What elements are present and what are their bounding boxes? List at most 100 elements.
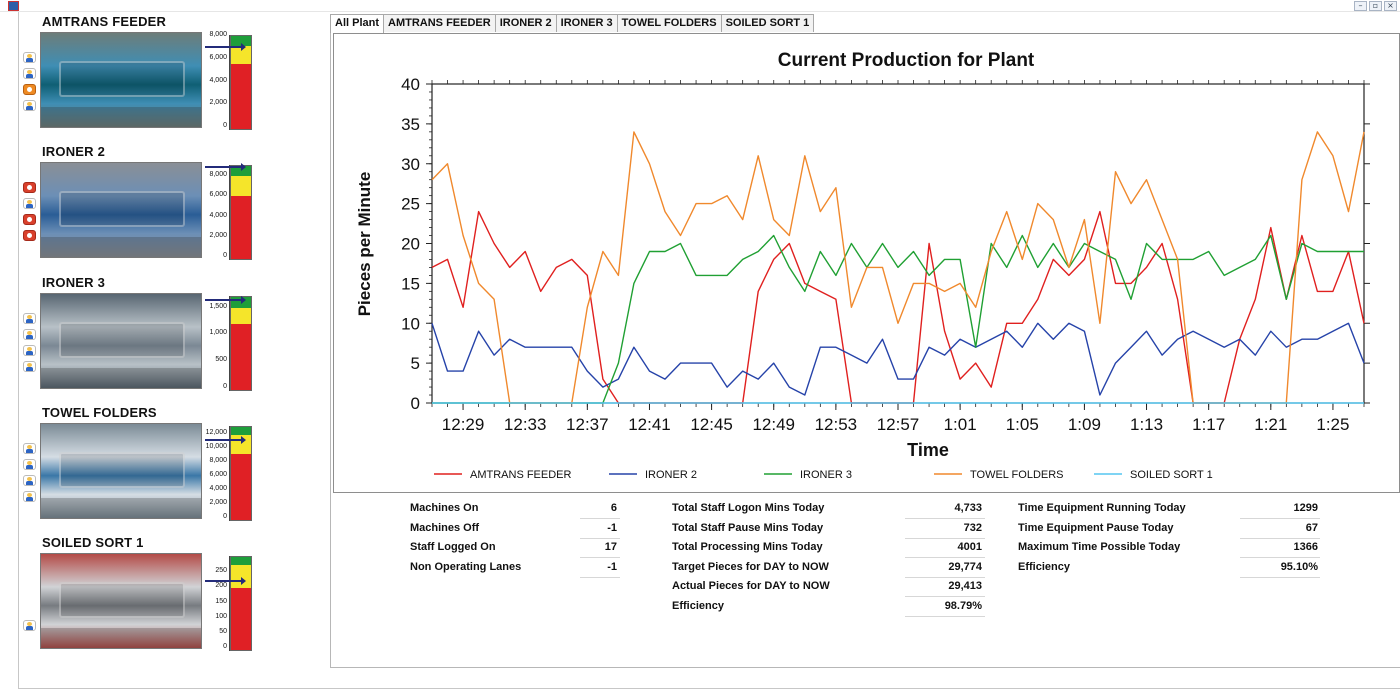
actual-rate-marker [205, 577, 246, 586]
operator-icon[interactable] [23, 100, 36, 111]
gauge-yellow-zone [231, 307, 251, 325]
stat-label: Machines Off [410, 521, 480, 534]
x-tick-label: 12:57 [877, 415, 920, 434]
gauge-tick-label: 0 [223, 122, 227, 129]
alert-icon[interactable] [23, 214, 36, 225]
tab-towel-folders[interactable]: TOWEL FOLDERS [616, 14, 722, 32]
gauge-tick-label: 8,000 [209, 31, 227, 38]
tab-ironer-2[interactable]: IRONER 2 [494, 14, 557, 32]
tab-amtrans-feeder[interactable]: AMTRANS FEEDER [383, 14, 496, 32]
gauge-tick-label: 1,500 [209, 302, 227, 310]
actual-rate-marker [205, 43, 246, 52]
gauge-tick-label: 8,000 [209, 457, 227, 464]
operator-icon[interactable] [23, 443, 36, 454]
machine-title[interactable]: IRONER 3 [42, 275, 106, 290]
alert-icon[interactable] [23, 182, 36, 193]
stat-value: 6 [610, 502, 617, 514]
y-tick-label: 30 [401, 155, 420, 174]
minimize-button[interactable]: – [1354, 1, 1367, 11]
tab-ironer-3[interactable]: IRONER 3 [555, 14, 618, 32]
x-tick-label: 1:25 [1316, 415, 1349, 434]
gauge-tick-label: 100 [215, 612, 227, 620]
stat-label: Efficiency [1018, 560, 1070, 573]
stat-underline [905, 596, 985, 597]
gauge-yellow-zone [231, 176, 251, 196]
gauge-tick-label: 12,000 [205, 429, 227, 436]
y-tick-label: 20 [401, 235, 420, 254]
plant-panel [330, 32, 1400, 668]
gauge-green-zone [231, 427, 251, 435]
x-tick-label: 12:41 [628, 415, 671, 434]
stat-value: 1366 [1293, 541, 1318, 553]
machine-photo[interactable] [40, 162, 202, 258]
x-tick-label: 1:05 [1006, 415, 1039, 434]
tab-soiled-sort-1[interactable]: SOILED SORT 1 [720, 14, 815, 32]
operator-icon[interactable] [23, 459, 36, 470]
stat-underline [580, 518, 620, 519]
legend-label: AMTRANS FEEDER [470, 469, 572, 481]
gauge-yellow-zone [231, 46, 251, 64]
legend-label: IRONER 3 [800, 469, 852, 481]
machine-title[interactable]: AMTRANS FEEDER [42, 14, 167, 29]
machine-photo[interactable] [40, 553, 202, 649]
gauge-tick-label: 4,000 [209, 76, 227, 84]
x-tick-label: 12:49 [752, 415, 795, 434]
legend-label: SOILED SORT 1 [1130, 469, 1213, 481]
gauge-tick-label: 250 [215, 567, 227, 575]
x-tick-label: 1:21 [1254, 415, 1287, 434]
machine-photo[interactable] [40, 293, 202, 389]
stat-underline [1240, 557, 1320, 558]
gauge-tick-label: 0 [223, 643, 227, 650]
stat-underline [580, 557, 620, 558]
gauge-tick-label: 8,000 [209, 171, 227, 179]
x-tick-label: 12:45 [690, 415, 733, 434]
machine-photo[interactable] [40, 32, 202, 128]
stat-underline [905, 576, 985, 578]
operator-icon[interactable] [23, 68, 36, 79]
stat-value: 98.79% [944, 599, 982, 612]
stat-underline [1240, 576, 1320, 578]
stat-underline [905, 615, 985, 617]
legend-label: IRONER 2 [645, 469, 697, 481]
y-tick-label: 35 [401, 115, 420, 134]
warning-icon[interactable] [23, 84, 36, 95]
machine-title[interactable]: SOILED SORT 1 [42, 535, 144, 550]
production-gauge: 8,000 6,000 4,000 2,000 0 [205, 31, 255, 130]
actual-rate-marker [205, 295, 246, 304]
gauge-axis [229, 165, 230, 260]
alert-icon[interactable] [23, 230, 36, 241]
operator-icon[interactable] [23, 475, 36, 486]
operator-icon[interactable] [23, 52, 36, 63]
gauge-tick-label: 0 [223, 252, 227, 259]
x-tick-label: 12:29 [442, 415, 485, 434]
machine-title[interactable]: IRONER 2 [42, 144, 106, 159]
restore-button[interactable]: ▫ [1369, 1, 1382, 11]
y-tick-label: 5 [411, 354, 420, 373]
operator-icon[interactable] [23, 361, 36, 372]
stat-label: Non Operating Lanes [410, 560, 522, 573]
close-button[interactable]: × [1384, 1, 1397, 11]
gauge-bar [230, 35, 252, 130]
stat-label: Maximum Time Possible Today [1018, 541, 1181, 553]
stat-underline [1240, 537, 1320, 539]
operator-icon[interactable] [23, 198, 36, 209]
machine-photo[interactable] [40, 423, 202, 519]
operator-icon[interactable] [23, 345, 36, 356]
stat-label: Staff Logged On [410, 541, 496, 553]
operator-icon[interactable] [23, 313, 36, 324]
stat-label: Time Equipment Pause Today [1018, 521, 1174, 534]
y-tick-label: 0 [411, 394, 420, 413]
gauge-axis [229, 426, 230, 521]
legend-label: TOWEL FOLDERS [970, 469, 1064, 481]
gauge-tick-label: 1,000 [209, 329, 227, 337]
stat-value: 1299 [1293, 502, 1318, 514]
machine-title[interactable]: TOWEL FOLDERS [42, 405, 157, 420]
tab-all-plant[interactable]: All Plant [330, 14, 385, 33]
operator-icon[interactable] [23, 620, 36, 631]
operator-icon[interactable] [23, 491, 36, 502]
x-tick-label: 1:13 [1130, 415, 1163, 434]
title-bar: – ▫ × [0, 0, 1400, 12]
gauge-bar [230, 556, 252, 651]
operator-icon[interactable] [23, 329, 36, 340]
